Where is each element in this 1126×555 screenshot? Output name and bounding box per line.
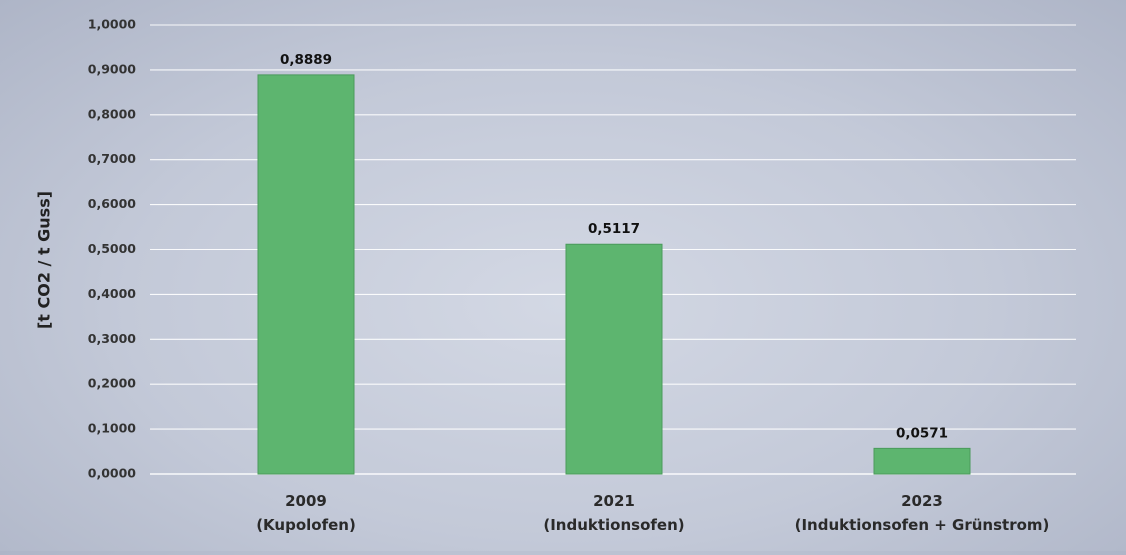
category-label-name: (Kupolofen) (256, 516, 356, 534)
x-axis-categories: 2009 (Kupolofen) 2021 (Induktionsofen) 2023 (… (256, 492, 1049, 534)
y-tick-label: 0,5000 (88, 241, 137, 256)
data-label: 0,5117 (588, 221, 640, 237)
bar (565, 243, 663, 475)
category-label-name: (Induktionsofen + Grünstrom) (795, 516, 1050, 534)
bars (257, 74, 971, 475)
y-axis-title: [t CO2 / t Guss] (35, 191, 54, 329)
data-label: 0,0571 (896, 425, 948, 441)
y-tick-label: 0,4000 (88, 286, 137, 301)
category-label-year: 2023 (901, 492, 943, 510)
category-label-year: 2021 (593, 492, 635, 510)
y-tick-label: 0,0000 (88, 466, 137, 481)
y-tick-label: 0,2000 (88, 376, 137, 391)
y-tick-label: 0,9000 (88, 61, 137, 76)
category-label-year: 2009 (285, 492, 327, 510)
bar (257, 74, 355, 475)
y-tick-label: 0,6000 (88, 196, 137, 211)
y-tick-label: 1,0000 (88, 17, 137, 32)
y-axis-ticks: 0,0000 0,1000 0,2000 0,3000 0,4000 0,5000 0,60… (88, 17, 137, 481)
data-labels: 0,8889 0,5117 0,0571 (280, 52, 948, 441)
y-tick-label: 0,3000 (88, 331, 137, 346)
y-tick-label: 0,1000 (88, 421, 137, 436)
y-tick-label: 0,8000 (88, 106, 137, 121)
data-label: 0,8889 (280, 52, 332, 68)
category-label-name: (Induktionsofen) (543, 516, 684, 534)
bar (873, 447, 971, 475)
y-tick-label: 0,7000 (88, 151, 137, 166)
